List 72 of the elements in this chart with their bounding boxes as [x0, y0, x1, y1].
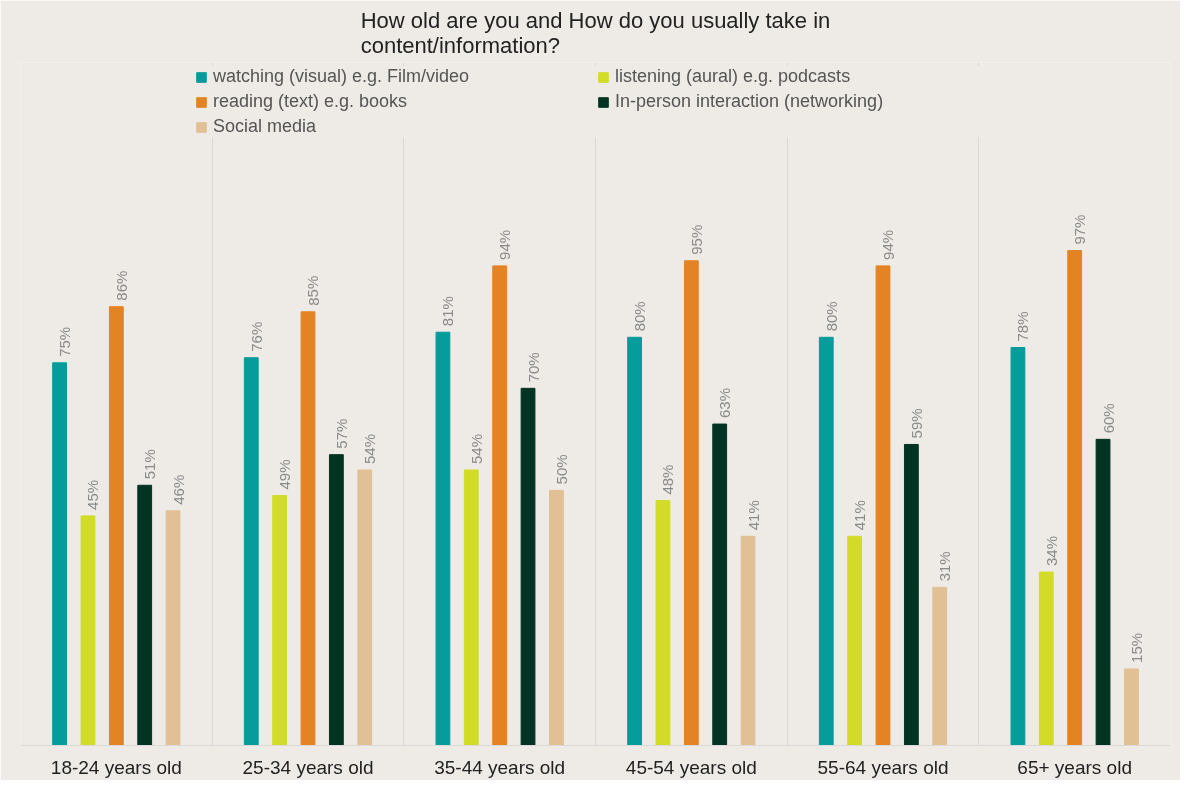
bar	[712, 423, 728, 746]
legend-label: In-person interaction (networking)	[615, 91, 885, 112]
legend-label: watching (visual) e.g. Film/video	[213, 66, 471, 87]
data-label: 63%	[716, 388, 734, 419]
data-label: 80%	[822, 301, 840, 332]
data-label: 46%	[169, 474, 187, 505]
bar	[1124, 668, 1139, 746]
data-label: 95%	[687, 224, 705, 255]
bar	[328, 454, 344, 746]
bar	[165, 510, 181, 746]
data-label: 54%	[467, 433, 485, 464]
bar	[108, 306, 124, 746]
data-label: 81%	[439, 296, 457, 327]
data-label: 15%	[1127, 632, 1145, 663]
data-label: 34%	[1042, 535, 1060, 567]
chart-title: How old are you and How do you usually take in content/information?	[360, 7, 831, 58]
bar	[740, 535, 756, 746]
bar	[1038, 571, 1054, 746]
data-label: 70%	[524, 352, 542, 383]
bar	[932, 586, 948, 746]
bar	[655, 500, 671, 746]
bar	[300, 311, 316, 746]
bar	[80, 515, 96, 746]
data-label: 48%	[659, 464, 677, 495]
data-label: 57%	[332, 418, 350, 449]
data-label: 97%	[1071, 214, 1089, 245]
bar	[903, 443, 919, 746]
data-label: 49%	[276, 459, 294, 490]
bar	[1067, 250, 1083, 746]
bar	[357, 469, 373, 746]
x-tick-label: 25-34 years old	[242, 756, 374, 778]
data-label: 75%	[56, 326, 74, 357]
bar	[520, 387, 536, 746]
bar	[875, 265, 891, 746]
data-label: 45%	[84, 479, 102, 510]
x-tick-label: 45-54 years old	[625, 756, 757, 778]
x-tick-label: 55-64 years old	[817, 756, 949, 778]
bar	[435, 331, 451, 746]
data-label: 86%	[112, 270, 130, 301]
bar	[818, 336, 834, 746]
data-label: 31%	[936, 551, 954, 582]
x-tick-label: 18-24 years old	[50, 756, 182, 778]
bar	[243, 357, 259, 746]
bar	[492, 265, 508, 746]
data-label: 78%	[1014, 311, 1032, 342]
legend-label: reading (text) e.g. books	[213, 91, 409, 112]
data-label: 41%	[744, 500, 762, 531]
data-label: 94%	[879, 229, 897, 260]
data-label: 59%	[907, 408, 925, 439]
legend-label: listening (aural) e.g. podcasts	[615, 66, 852, 87]
bar	[137, 484, 153, 746]
bar	[627, 336, 642, 746]
data-label: 54%	[361, 433, 379, 464]
bar	[1010, 347, 1026, 746]
bar	[463, 469, 479, 746]
data-label: 76%	[247, 321, 265, 352]
bar	[52, 362, 67, 746]
x-tick-label: 65+ years old	[1017, 756, 1132, 778]
data-label: 60%	[1099, 403, 1117, 434]
bar	[549, 489, 564, 746]
legend-label: Social media	[213, 116, 318, 137]
data-label: 41%	[851, 500, 869, 531]
data-label: 80%	[631, 301, 649, 332]
bar	[272, 494, 288, 746]
data-label: 94%	[496, 229, 514, 260]
bar	[683, 260, 699, 746]
data-label: 50%	[552, 454, 570, 485]
bar	[1095, 438, 1111, 746]
x-tick-label: 35-44 years old	[434, 756, 566, 778]
bar	[847, 535, 863, 746]
data-label: 85%	[304, 275, 322, 306]
data-label: 51%	[141, 449, 159, 480]
